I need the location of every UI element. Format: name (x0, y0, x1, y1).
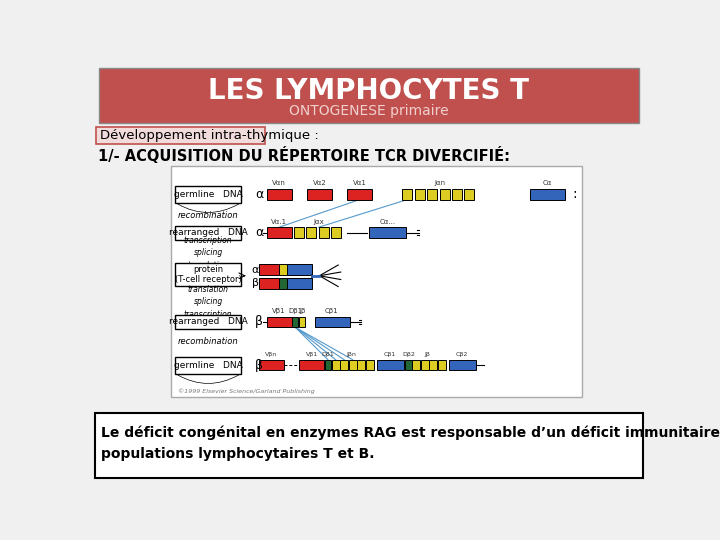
Bar (259, 278, 279, 289)
Bar (266, 227, 292, 238)
Bar (413, 360, 420, 370)
Bar (287, 264, 312, 275)
Bar (175, 315, 241, 329)
Bar (294, 227, 304, 238)
Bar (319, 227, 329, 238)
Text: α: α (255, 188, 263, 201)
Text: Dβ1: Dβ1 (322, 352, 334, 357)
Text: Vα.1: Vα.1 (271, 219, 287, 225)
Bar (427, 189, 437, 200)
Bar (377, 360, 404, 370)
Bar (464, 189, 474, 200)
Bar (292, 316, 299, 327)
Bar (266, 316, 292, 327)
Text: Jαn: Jαn (434, 180, 445, 186)
Text: recombination: recombination (178, 338, 238, 347)
Bar (175, 262, 241, 286)
Bar (96, 127, 265, 144)
Text: protein
(T-cell receptor): protein (T-cell receptor) (175, 265, 242, 284)
Bar (452, 189, 462, 200)
Text: Développement intra-thymique :: Développement intra-thymique : (100, 129, 319, 142)
Bar (421, 360, 428, 370)
Bar (99, 68, 639, 123)
Bar (415, 189, 425, 200)
Bar (94, 413, 644, 477)
Text: Vα2: Vα2 (312, 180, 326, 186)
Text: rearranged   DNA: rearranged DNA (168, 228, 248, 237)
Bar (347, 189, 372, 200)
Text: 1/- ACQUISITION DU RÉPERTOIRE TCR DIVERCIFIÉ:: 1/- ACQUISITION DU RÉPERTOIRE TCR DIVERC… (98, 147, 510, 164)
Bar (402, 189, 413, 200)
Bar (530, 189, 565, 200)
Text: α: α (251, 265, 258, 275)
Text: rearranged   DNA: rearranged DNA (168, 318, 248, 327)
Text: translation
splicing
transcription: translation splicing transcription (184, 285, 233, 319)
Bar (325, 360, 331, 370)
Text: Jβ: Jβ (424, 352, 430, 357)
Text: Vβn: Vβn (265, 352, 277, 357)
Bar (266, 189, 292, 200)
Text: germline   DNA: germline DNA (174, 361, 243, 369)
Text: ONTOGENESE primaire: ONTOGENESE primaire (289, 104, 449, 118)
Bar (306, 227, 316, 238)
Text: β: β (251, 279, 258, 288)
Bar (439, 189, 449, 200)
Bar (307, 189, 332, 200)
Bar (366, 360, 374, 370)
Bar (300, 316, 305, 327)
Bar (279, 264, 287, 275)
Text: Cβ2: Cβ2 (456, 352, 468, 357)
Text: Cα...: Cα... (379, 219, 396, 225)
Bar (438, 360, 446, 370)
Bar (341, 360, 348, 370)
Bar (259, 360, 284, 370)
Bar (279, 278, 287, 289)
Text: Vβ1: Vβ1 (272, 308, 286, 314)
Bar (405, 360, 412, 370)
Text: transcription
splicing
translation: transcription splicing translation (184, 235, 233, 269)
Bar (357, 360, 365, 370)
Bar (300, 360, 324, 370)
Text: α: α (255, 226, 263, 239)
Text: Dβ2: Dβ2 (402, 352, 415, 357)
Text: populations lymphocytaires T et B.: populations lymphocytaires T et B. (101, 448, 374, 461)
Bar (332, 360, 340, 370)
Text: Vαn: Vαn (272, 180, 286, 186)
Bar (429, 360, 437, 370)
Bar (369, 227, 406, 238)
Text: β: β (255, 315, 263, 328)
Text: germline   DNA: germline DNA (174, 190, 243, 199)
Text: ©1999 Elsevier Science/Garland Publishing: ©1999 Elsevier Science/Garland Publishin… (178, 388, 315, 394)
Bar (175, 226, 241, 240)
Text: β: β (255, 359, 263, 372)
Text: :: : (573, 187, 577, 201)
Text: Dβ1: Dβ1 (288, 308, 302, 314)
Bar (315, 316, 350, 327)
Bar (175, 186, 241, 202)
Text: Le déficit congénital en enzymes RAG est responsable d’un déficit immunitaire to: Le déficit congénital en enzymes RAG est… (101, 426, 720, 440)
Bar (449, 360, 476, 370)
Text: Vβ1: Vβ1 (305, 352, 318, 357)
Text: Vα1: Vα1 (353, 180, 366, 186)
Text: Cα: Cα (543, 180, 552, 186)
Text: Cβ1: Cβ1 (384, 352, 396, 357)
Bar (171, 166, 582, 397)
Bar (331, 227, 341, 238)
Bar (349, 360, 356, 370)
Text: Jβn: Jβn (346, 352, 356, 357)
Text: Jβ: Jβ (300, 308, 305, 314)
Text: Jαx: Jαx (313, 219, 324, 225)
Text: LES LYMPHOCYTES T: LES LYMPHOCYTES T (209, 77, 529, 105)
Text: recombination: recombination (178, 211, 238, 220)
Text: Cβ1: Cβ1 (325, 308, 338, 314)
Bar (259, 264, 279, 275)
Bar (175, 356, 241, 374)
Bar (287, 278, 312, 289)
